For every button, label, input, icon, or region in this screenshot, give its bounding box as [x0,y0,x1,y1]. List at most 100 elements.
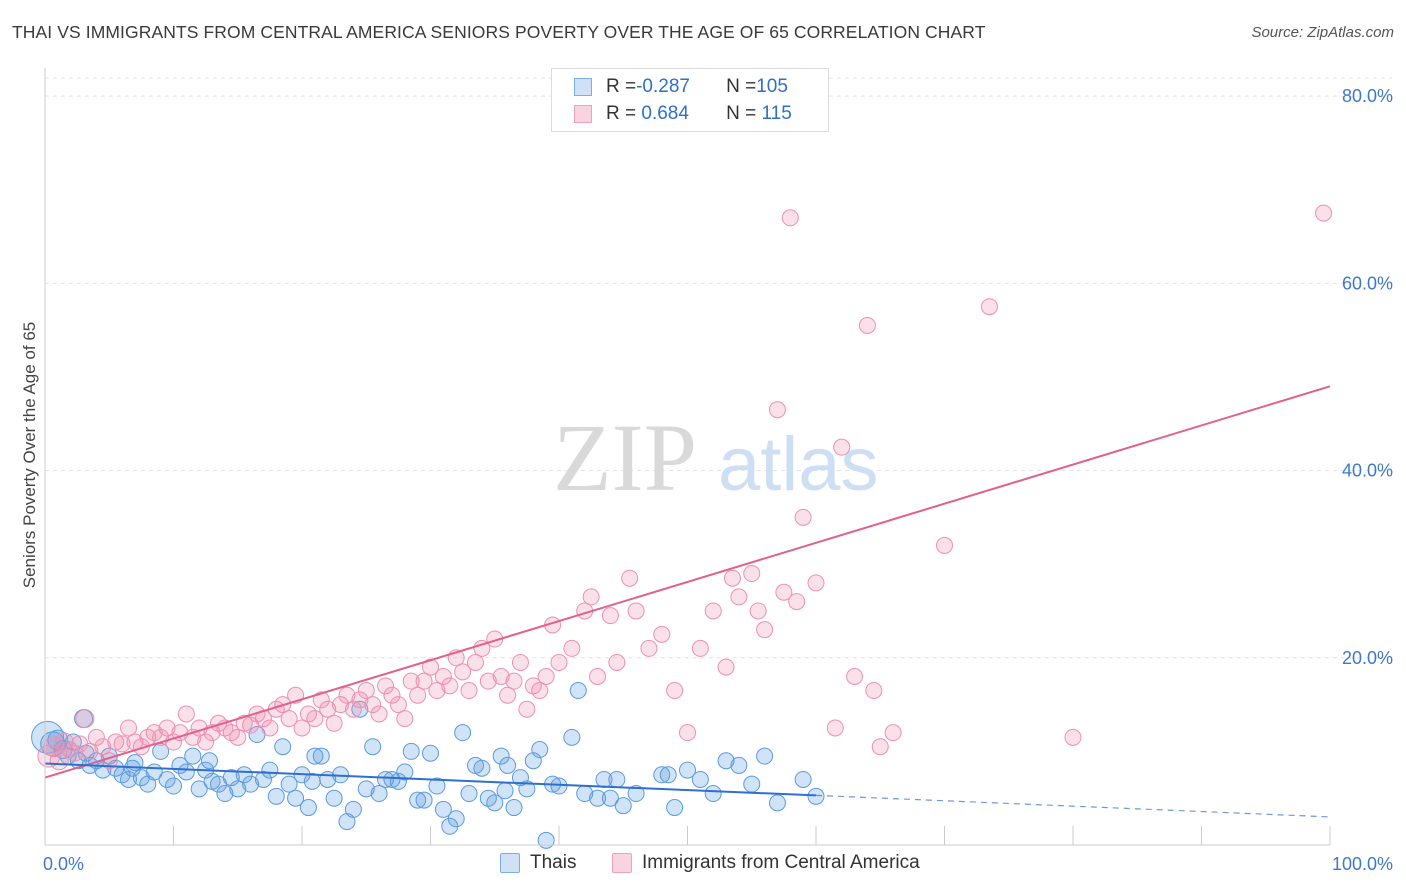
immigrants-point [344,700,362,718]
thais-point [377,770,395,788]
thais-point [492,747,510,765]
thais-point [614,797,632,815]
thais-point [158,770,176,788]
thais-point [415,791,433,809]
watermark-atlas: atlas [718,422,879,507]
immigrants-point [518,700,536,718]
immigrants-point [1064,728,1082,746]
thais-point [589,789,607,807]
immigrants-point [511,653,529,671]
immigrants-point [37,744,61,768]
immigrants-point [936,536,953,554]
legend-label-immigrants: Immigrants from Central America [642,852,920,873]
thais-point [807,787,825,805]
legend-item-immigrants[interactable]: Immigrants from Central America [612,852,920,874]
thais-point [261,761,279,779]
immigrants-point [428,682,446,700]
thais-point [254,770,272,788]
immigrants-point [120,719,138,737]
immigrants-point [312,691,330,709]
immigrants-point [171,724,189,742]
thais-point [499,756,517,774]
axes [44,68,1331,846]
y-tick-label: 40.0% [1342,461,1393,481]
immigrants-point [377,677,395,695]
immigrants-point [846,667,864,685]
y-tick-label: 60.0% [1342,273,1393,293]
immigrants-point [364,696,382,714]
thais-point [184,747,202,765]
thais-point [312,747,330,765]
immigrants-point [370,705,388,723]
thais-point [496,782,514,800]
thais-point [743,775,761,793]
thais-point [486,794,504,812]
thais-point [627,785,645,803]
trend-lines [44,385,1331,818]
legend-n-value: 105 [756,76,788,97]
x-tick-label: 100.0% [1332,854,1393,874]
thais-point [165,777,182,795]
immigrants-point [749,602,767,620]
thais-point [299,799,317,817]
immigrants-point [81,742,99,760]
thais-point [383,770,401,788]
immigrants-point [357,682,375,700]
immigrants-point [454,663,472,681]
legend-r-label: R = [606,76,637,97]
thais-point [550,777,568,795]
thais-point [653,766,671,784]
thais-point [473,759,491,777]
thais-point [274,738,292,756]
immigrants-point [479,672,497,690]
legend-r-value: -0.287 [636,76,690,97]
immigrants-point [601,607,619,625]
thais-point [280,775,298,793]
immigrants-point [94,738,112,756]
immigrants-point [338,686,356,704]
thais-point [351,700,369,718]
immigrants-point [441,677,459,695]
immigrants-point [177,705,195,723]
tick-labels: 20.0% 40.0% 60.0% 80.0% 0.0% 100.0% [43,86,1393,874]
thais-point [460,785,478,803]
immigrants-point [473,639,491,657]
immigrants-point [627,602,645,620]
legend-r-label: R = [606,103,637,124]
immigrants-point [865,682,883,700]
immigrants-point [415,672,433,690]
immigrants-point [422,658,439,676]
thais-point [434,800,452,818]
thais-point [370,785,388,803]
thais-point [563,728,581,746]
thais-point [537,831,555,849]
immigrants-point [537,667,555,685]
immigrants-point [723,569,741,587]
immigrants-point [768,401,786,419]
immigrants-point [505,672,523,690]
legend-r-value: 0.684 [636,103,689,124]
immigrants-point [75,709,95,729]
immigrants-point [306,710,324,728]
immigrants-point [743,565,761,583]
legend-swatch-thais [574,78,592,96]
immigrants-point [280,710,298,728]
immigrants-point [704,602,722,620]
legend-swatch-immigrants [612,853,632,873]
legend-item-thais[interactable]: Thais [500,852,576,874]
y-axis-label: Seniors Poverty Over the Age of 65 [20,322,39,588]
immigrants-point [319,700,337,718]
immigrants-point [351,691,369,709]
thais-point [325,789,343,807]
legend-swatch-immigrants [574,105,592,123]
immigrants-point [261,719,279,737]
immigrants-point [833,438,851,456]
thais-point [717,752,735,770]
legend-row-thais: R = -0.287 N = 105 [574,75,788,99]
immigrants-point [460,682,478,700]
thais-point [190,780,208,798]
immigrants-point [781,209,799,227]
immigrants-point [717,658,735,676]
immigrants-point [550,653,568,671]
